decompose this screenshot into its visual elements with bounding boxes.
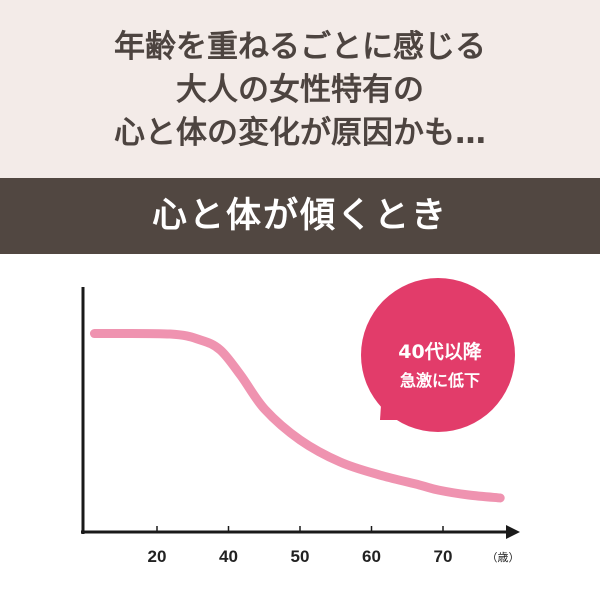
- x-axis-unit: （歳）: [487, 551, 520, 564]
- callout-tail: [380, 390, 412, 420]
- x-tick-label: 60: [362, 547, 381, 566]
- callout-bubble: 40代以降 急激に低下: [361, 278, 515, 432]
- x-axis-arrow-icon: [506, 525, 520, 539]
- callout-line-2: 急激に低下: [400, 371, 480, 390]
- header-line-1: 年齢を重ねるごとに感じる: [114, 29, 486, 65]
- x-tick-label: 40: [219, 547, 238, 566]
- callout-line-1: 40代以降: [398, 340, 482, 363]
- x-tick-label: 70: [434, 547, 453, 566]
- header-band: 年齢を重ねるごとに感じる 大人の女性特有の 心と体の変化が原因かも…: [0, 0, 600, 178]
- series-line: [89, 328, 505, 503]
- x-tick-label: 20: [148, 547, 167, 566]
- x-tick-label: 50: [291, 547, 310, 566]
- header-line-2: 大人の女性特有の: [176, 72, 424, 108]
- callout-circle: [361, 278, 515, 432]
- banner-title: 心と体が傾くとき: [0, 178, 600, 254]
- header-line-3: 心と体の変化が原因かも…: [114, 115, 486, 151]
